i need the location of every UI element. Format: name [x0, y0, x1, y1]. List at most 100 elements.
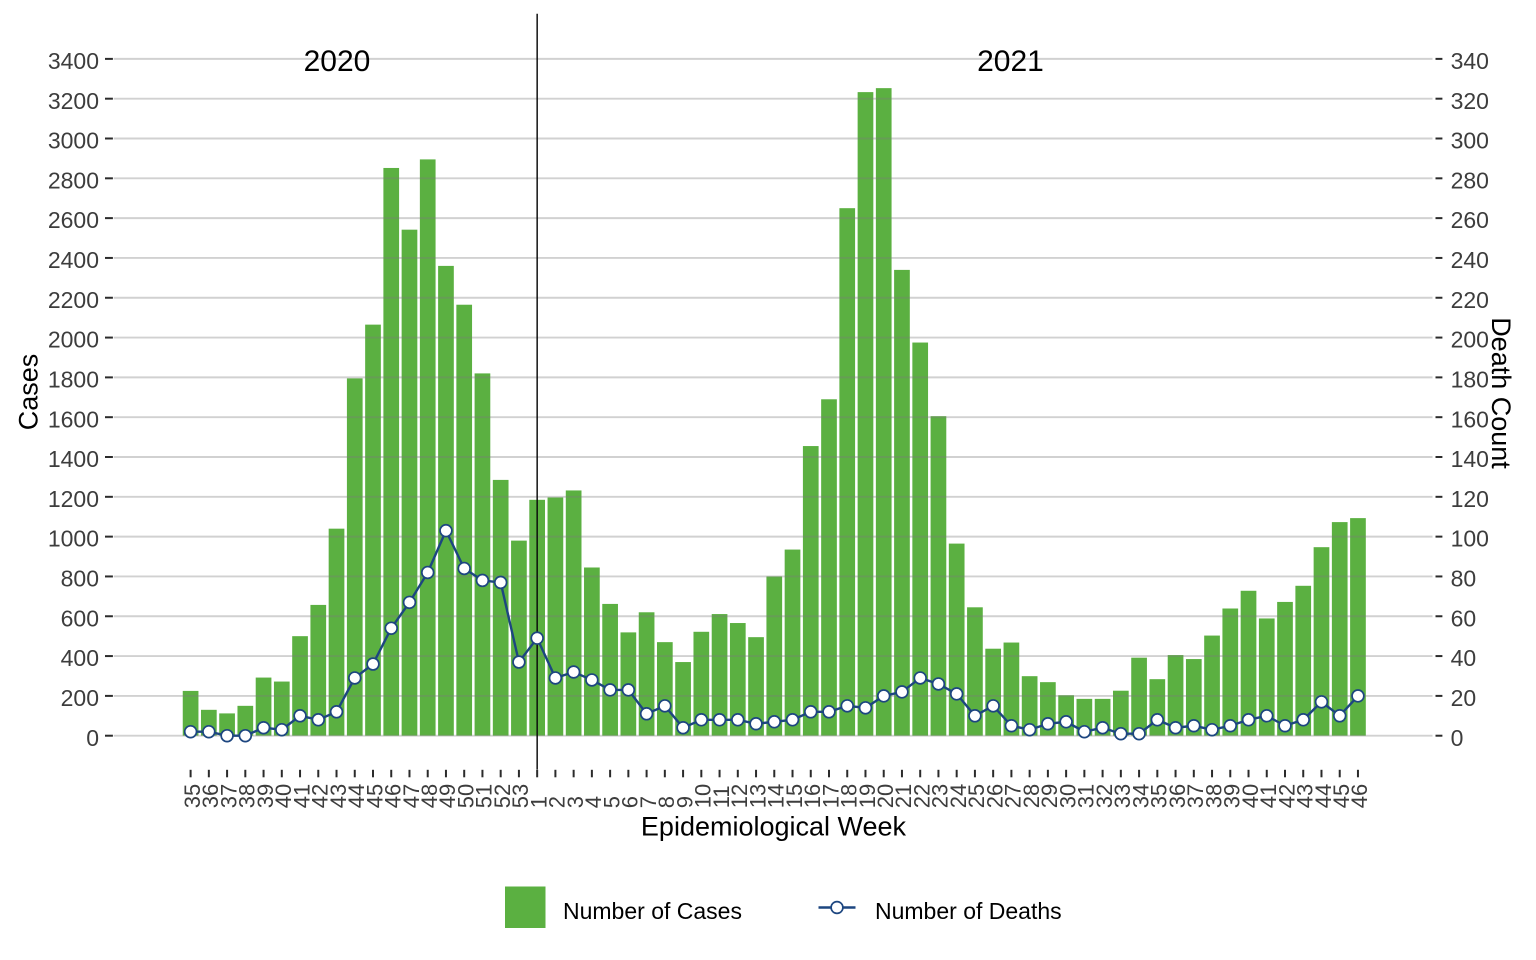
- svg-text:40: 40: [271, 784, 296, 808]
- svg-text:15: 15: [782, 784, 807, 808]
- svg-text:47: 47: [399, 784, 424, 808]
- svg-text:14: 14: [764, 784, 789, 808]
- svg-text:35: 35: [1147, 784, 1172, 808]
- svg-text:200: 200: [1451, 327, 1489, 353]
- svg-text:38: 38: [235, 784, 260, 808]
- svg-text:43: 43: [1293, 784, 1318, 808]
- svg-text:1600: 1600: [48, 406, 99, 432]
- svg-text:100: 100: [1451, 526, 1489, 552]
- svg-text:39: 39: [253, 784, 278, 808]
- svg-text:42: 42: [1274, 784, 1299, 808]
- svg-text:41: 41: [1256, 784, 1281, 808]
- svg-text:34: 34: [1128, 784, 1153, 808]
- svg-text:Number of Deaths: Number of Deaths: [875, 898, 1062, 924]
- svg-text:320: 320: [1451, 88, 1489, 114]
- svg-text:50: 50: [454, 784, 479, 808]
- svg-text:37: 37: [1183, 784, 1208, 808]
- svg-text:1000: 1000: [48, 526, 99, 552]
- svg-text:140: 140: [1451, 446, 1489, 472]
- svg-text:1: 1: [526, 796, 551, 808]
- svg-text:280: 280: [1451, 167, 1489, 193]
- svg-text:31: 31: [1074, 784, 1099, 808]
- svg-text:2600: 2600: [48, 207, 99, 233]
- svg-text:19: 19: [855, 784, 880, 808]
- svg-text:200: 200: [61, 685, 99, 711]
- svg-text:20: 20: [873, 784, 898, 808]
- svg-text:40: 40: [1451, 645, 1477, 671]
- svg-text:2800: 2800: [48, 167, 99, 193]
- svg-text:2400: 2400: [48, 247, 99, 273]
- svg-text:220: 220: [1451, 287, 1489, 313]
- svg-text:11: 11: [709, 785, 734, 808]
- svg-text:1400: 1400: [48, 446, 99, 472]
- svg-text:180: 180: [1451, 366, 1489, 392]
- svg-text:35: 35: [180, 784, 205, 808]
- svg-text:30: 30: [1055, 784, 1080, 808]
- svg-text:340: 340: [1451, 48, 1489, 74]
- svg-text:Number of Cases: Number of Cases: [563, 898, 742, 924]
- svg-text:51: 51: [472, 784, 497, 808]
- svg-text:5: 5: [599, 796, 624, 808]
- svg-text:36: 36: [1165, 784, 1190, 808]
- svg-text:36: 36: [198, 784, 223, 808]
- svg-text:49: 49: [435, 784, 460, 808]
- svg-text:260: 260: [1451, 207, 1489, 233]
- svg-text:Epidemiological Week: Epidemiological Week: [641, 812, 907, 842]
- svg-text:3: 3: [563, 796, 588, 808]
- svg-text:6: 6: [618, 796, 643, 808]
- svg-text:12: 12: [727, 784, 752, 808]
- svg-text:18: 18: [837, 784, 862, 808]
- svg-text:37: 37: [216, 784, 241, 808]
- svg-text:2021: 2021: [977, 45, 1044, 78]
- svg-text:3400: 3400: [48, 48, 99, 74]
- svg-text:33: 33: [1110, 784, 1135, 808]
- svg-text:9: 9: [672, 796, 697, 808]
- svg-text:13: 13: [745, 784, 770, 808]
- svg-text:2: 2: [545, 796, 570, 808]
- svg-text:22: 22: [910, 784, 935, 808]
- svg-text:39: 39: [1220, 784, 1245, 808]
- svg-text:2020: 2020: [304, 45, 371, 78]
- svg-text:38: 38: [1201, 784, 1226, 808]
- svg-text:26: 26: [982, 784, 1007, 808]
- svg-text:21: 21: [891, 784, 916, 808]
- svg-text:Death Count: Death Count: [1486, 317, 1516, 469]
- svg-text:27: 27: [1001, 784, 1026, 808]
- svg-text:44: 44: [344, 784, 369, 808]
- svg-text:2200: 2200: [48, 287, 99, 313]
- svg-text:0: 0: [86, 725, 99, 751]
- svg-text:28: 28: [1019, 784, 1044, 808]
- svg-text:1800: 1800: [48, 366, 99, 392]
- svg-text:8: 8: [654, 796, 679, 808]
- svg-text:20: 20: [1451, 685, 1477, 711]
- svg-text:60: 60: [1451, 605, 1477, 631]
- svg-text:29: 29: [1037, 784, 1062, 808]
- svg-text:53: 53: [508, 784, 533, 808]
- svg-text:46: 46: [381, 784, 406, 808]
- svg-text:7: 7: [636, 796, 661, 808]
- svg-text:0: 0: [1451, 725, 1464, 751]
- svg-text:17: 17: [818, 784, 843, 808]
- svg-text:42: 42: [308, 784, 333, 808]
- svg-text:600: 600: [61, 605, 99, 631]
- svg-text:43: 43: [326, 784, 351, 808]
- svg-text:16: 16: [800, 784, 825, 808]
- svg-text:3200: 3200: [48, 88, 99, 114]
- svg-text:52: 52: [490, 784, 515, 808]
- svg-text:160: 160: [1451, 406, 1489, 432]
- svg-text:46: 46: [1347, 784, 1372, 808]
- svg-text:45: 45: [362, 784, 387, 808]
- svg-text:45: 45: [1329, 784, 1354, 808]
- svg-text:2000: 2000: [48, 327, 99, 353]
- svg-text:48: 48: [417, 784, 442, 808]
- svg-text:80: 80: [1451, 566, 1477, 592]
- svg-text:10: 10: [691, 784, 716, 808]
- svg-text:240: 240: [1451, 247, 1489, 273]
- svg-text:400: 400: [61, 645, 99, 671]
- svg-text:1200: 1200: [48, 486, 99, 512]
- svg-text:300: 300: [1451, 128, 1489, 154]
- svg-text:4: 4: [581, 796, 606, 808]
- svg-text:800: 800: [61, 566, 99, 592]
- svg-text:25: 25: [964, 784, 989, 808]
- svg-text:23: 23: [928, 784, 953, 808]
